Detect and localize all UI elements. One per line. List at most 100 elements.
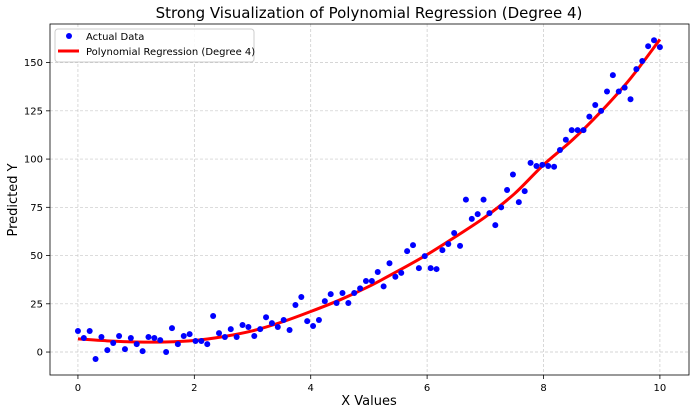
y-tick-label: 125 <box>24 106 43 117</box>
data-point <box>304 318 311 325</box>
regression-line <box>77 38 662 344</box>
data-point <box>515 199 522 206</box>
data-point <box>392 273 399 280</box>
data-point <box>133 341 140 348</box>
data-point <box>198 338 205 345</box>
data-point <box>521 188 528 195</box>
y-tick-label: 75 <box>30 203 43 214</box>
data-point <box>345 300 352 307</box>
x-axis-ticks: 0 2 4 6 8 10 <box>75 375 666 394</box>
data-point <box>186 331 193 338</box>
data-point <box>268 320 275 327</box>
data-point <box>321 298 328 305</box>
data-point <box>333 300 340 307</box>
data-point <box>527 159 534 166</box>
data-point <box>468 215 475 222</box>
data-point <box>386 260 393 267</box>
data-point <box>598 107 605 114</box>
data-point <box>533 163 540 170</box>
data-point <box>568 127 575 134</box>
data-point <box>163 349 170 356</box>
data-point <box>292 301 299 308</box>
y-axis-label: Predicted Y <box>6 163 21 236</box>
data-point <box>92 355 99 362</box>
x-tick-label: 2 <box>191 383 197 394</box>
data-point <box>615 88 622 95</box>
y-axis-ticks: 0 25 50 75 100 125 150 <box>24 58 50 359</box>
data-point <box>357 285 364 292</box>
data-point <box>586 113 593 120</box>
data-point <box>592 102 599 109</box>
legend-box <box>54 28 255 63</box>
legend-label-actual: Actual Data <box>86 32 144 43</box>
data-point <box>245 323 252 330</box>
data-point <box>421 253 428 260</box>
data-point <box>433 266 440 273</box>
data-point <box>415 265 422 272</box>
regression-line-layer <box>77 38 662 344</box>
data-point <box>451 229 458 236</box>
data-point <box>580 127 587 134</box>
grid <box>50 24 689 375</box>
data-point <box>627 96 634 103</box>
data-point <box>239 322 246 329</box>
data-point <box>204 341 211 348</box>
data-point <box>157 337 164 344</box>
plot-frame <box>49 23 690 376</box>
data-point <box>621 84 628 91</box>
y-tick-label: 50 <box>30 251 43 262</box>
data-point <box>74 328 81 335</box>
data-point <box>574 127 581 134</box>
data-point <box>145 333 152 340</box>
data-point <box>404 248 411 255</box>
data-point <box>98 333 105 340</box>
x-axis-label: X Values <box>341 394 397 409</box>
data-point <box>374 268 381 275</box>
data-point <box>298 294 305 301</box>
data-point <box>498 204 505 211</box>
data-point <box>227 326 234 333</box>
data-point <box>362 278 369 285</box>
data-point <box>368 278 375 285</box>
data-point <box>286 327 293 334</box>
data-point <box>445 240 452 247</box>
data-point <box>651 37 658 44</box>
data-point <box>439 247 446 254</box>
data-point <box>127 334 134 341</box>
x-tick-label: 8 <box>540 383 546 394</box>
data-point <box>263 314 270 321</box>
data-point <box>310 322 317 329</box>
data-point <box>110 339 117 346</box>
x-tick-label: 6 <box>424 383 430 394</box>
legend-marker-actual <box>66 33 72 39</box>
data-point <box>80 334 87 341</box>
legend-label-regression: Polynomial Regression (Degree 4) <box>86 47 255 58</box>
data-point <box>656 44 663 51</box>
chart-title: Strong Visualization of Polynomial Regre… <box>156 4 583 22</box>
scatter-points <box>74 37 663 362</box>
data-point <box>221 333 228 340</box>
data-point <box>539 161 546 168</box>
data-point <box>233 333 240 340</box>
data-point <box>480 196 487 203</box>
data-point <box>609 72 616 79</box>
data-point <box>545 163 552 170</box>
data-point <box>551 163 558 170</box>
data-point <box>168 325 175 332</box>
data-point <box>174 341 181 348</box>
x-tick-label: 0 <box>75 383 81 394</box>
legend: Actual Data Polynomial Regression (Degre… <box>54 28 255 63</box>
data-point <box>504 186 511 193</box>
data-point <box>121 346 128 353</box>
data-point <box>251 333 258 340</box>
data-point <box>257 326 264 333</box>
data-point <box>639 58 646 65</box>
data-point <box>462 196 469 203</box>
data-point <box>351 289 358 296</box>
y-tick-label: 0 <box>37 348 43 359</box>
data-point <box>556 147 563 154</box>
data-point <box>86 328 93 335</box>
data-point <box>380 283 387 290</box>
data-point <box>192 338 199 345</box>
data-point <box>457 242 464 249</box>
